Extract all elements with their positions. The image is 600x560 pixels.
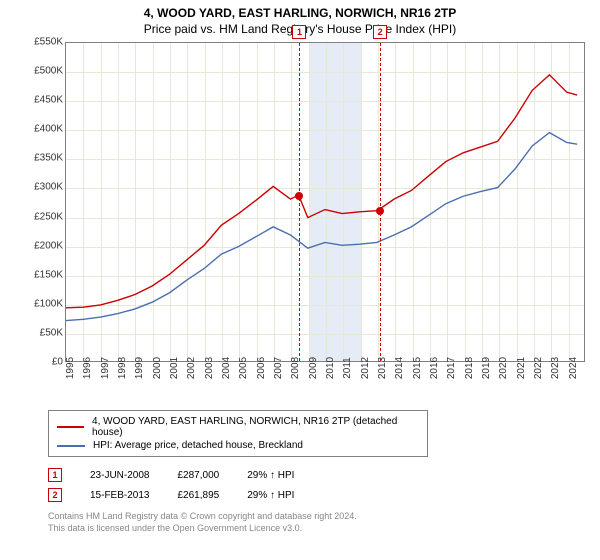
y-axis-label: £550K bbox=[3, 37, 63, 48]
y-axis-label: £200K bbox=[3, 240, 63, 251]
legend-item-hpi: HPI: Average price, detached house, Brec… bbox=[57, 439, 419, 452]
y-axis-label: £500K bbox=[3, 66, 63, 77]
sales-row-1: 1 23-JUN-2008 £287,000 29% ↑ HPI bbox=[48, 465, 600, 485]
y-axis-label: £250K bbox=[3, 211, 63, 222]
y-axis-label: £350K bbox=[3, 153, 63, 164]
y-axis-label: £50K bbox=[3, 327, 63, 338]
legend-label-hpi: HPI: Average price, detached house, Brec… bbox=[93, 440, 303, 451]
sale-marker-box-2: 2 bbox=[373, 25, 387, 39]
sale-point-1 bbox=[295, 192, 303, 200]
sale-delta-1: 29% ↑ HPI bbox=[247, 470, 294, 481]
sales-table: 1 23-JUN-2008 £287,000 29% ↑ HPI 2 15-FE… bbox=[48, 465, 600, 505]
series-line-hpi bbox=[66, 133, 577, 321]
footer-line-2: This data is licensed under the Open Gov… bbox=[48, 523, 600, 535]
legend-swatch-hpi bbox=[57, 445, 85, 447]
plot-region: 12 bbox=[65, 42, 585, 362]
sale-marker-2: 2 bbox=[48, 488, 62, 502]
legend-label-property: 4, WOOD YARD, EAST HARLING, NORWICH, NR1… bbox=[92, 416, 419, 438]
sale-vline bbox=[380, 43, 381, 361]
y-axis-label: £300K bbox=[3, 182, 63, 193]
footer-attribution: Contains HM Land Registry data © Crown c… bbox=[48, 511, 600, 534]
sale-point-2 bbox=[376, 207, 384, 215]
legend-item-property: 4, WOOD YARD, EAST HARLING, NORWICH, NR1… bbox=[57, 415, 419, 439]
y-axis-label: £0 bbox=[3, 357, 63, 368]
chart-title-address: 4, WOOD YARD, EAST HARLING, NORWICH, NR1… bbox=[0, 0, 600, 20]
y-axis-label: £400K bbox=[3, 124, 63, 135]
sales-row-2: 2 15-FEB-2013 £261,895 29% ↑ HPI bbox=[48, 485, 600, 505]
chart-area: 12 £0£50K£100K£150K£200K£250K£300K£350K£… bbox=[35, 42, 595, 402]
chart-lines bbox=[66, 43, 584, 361]
sale-marker-box-1: 1 bbox=[292, 25, 306, 39]
legend-box: 4, WOOD YARD, EAST HARLING, NORWICH, NR1… bbox=[48, 410, 428, 457]
sale-vline bbox=[299, 43, 300, 361]
sale-date-1: 23-JUN-2008 bbox=[90, 470, 149, 481]
sale-price-2: £261,895 bbox=[177, 490, 219, 501]
y-axis-label: £450K bbox=[3, 95, 63, 106]
footer-line-1: Contains HM Land Registry data © Crown c… bbox=[48, 511, 600, 523]
series-line-property bbox=[66, 75, 577, 308]
sale-date-2: 15-FEB-2013 bbox=[90, 490, 149, 501]
y-axis-label: £150K bbox=[3, 269, 63, 280]
y-axis-label: £100K bbox=[3, 298, 63, 309]
x-axis-label: 2024 bbox=[568, 357, 598, 379]
legend-swatch-property bbox=[57, 426, 84, 428]
sale-marker-1: 1 bbox=[48, 468, 62, 482]
sale-delta-2: 29% ↑ HPI bbox=[247, 490, 294, 501]
chart-container: 4, WOOD YARD, EAST HARLING, NORWICH, NR1… bbox=[0, 0, 600, 560]
sale-price-1: £287,000 bbox=[177, 470, 219, 481]
